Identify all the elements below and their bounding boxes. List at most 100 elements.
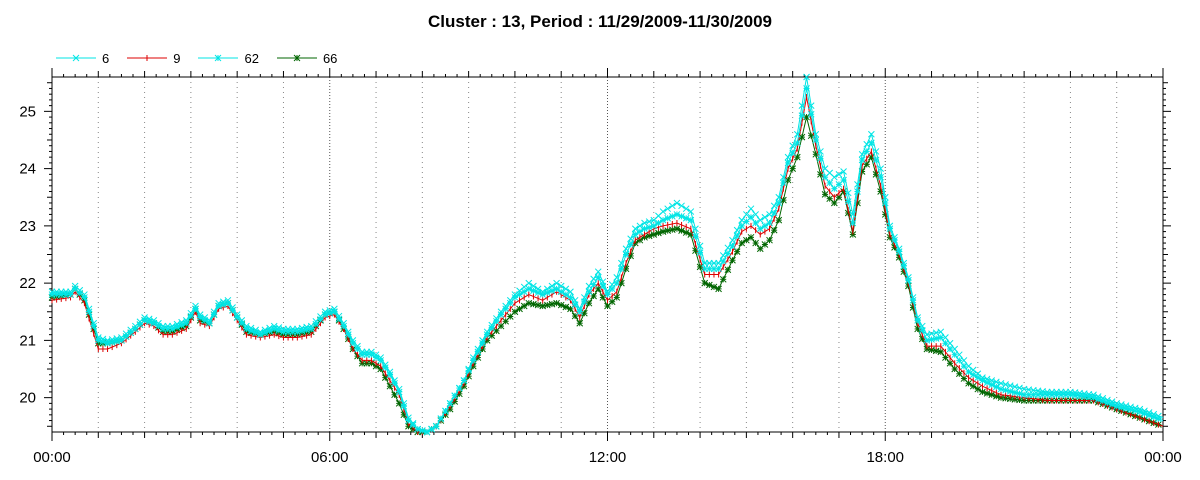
data-point (988, 377, 996, 384)
data-point (914, 314, 922, 321)
data-point (891, 233, 898, 241)
data-point (710, 283, 718, 291)
data-point (585, 299, 593, 307)
data-point (743, 211, 750, 218)
data-point (766, 219, 773, 227)
data-point (895, 245, 903, 253)
data-point (965, 362, 972, 370)
legend-swatch (276, 54, 317, 62)
data-point (761, 213, 769, 221)
data-point (215, 299, 223, 307)
data-point (1016, 384, 1023, 392)
data-point (599, 278, 607, 286)
data-point (1099, 394, 1107, 402)
data-point (881, 193, 889, 201)
data-point (1006, 382, 1014, 389)
data-point (67, 288, 74, 296)
data-point (909, 294, 917, 301)
data-point (178, 318, 185, 326)
data-point (604, 291, 611, 298)
data-point (409, 420, 417, 427)
x-tick-label: 12:00 (589, 449, 627, 466)
data-point (525, 279, 533, 287)
data-point (548, 282, 556, 290)
data-point (650, 231, 658, 238)
data-point (789, 165, 797, 172)
data-point (511, 291, 519, 298)
data-point (331, 305, 338, 313)
data-point (849, 219, 857, 227)
legend-label: 6 (102, 50, 110, 66)
data-point (349, 337, 357, 344)
data-point (900, 259, 908, 267)
data-point (983, 389, 991, 397)
data-point (664, 205, 672, 213)
data-point (395, 388, 403, 396)
data-point (340, 322, 347, 330)
data-point (520, 283, 528, 291)
data-point (756, 216, 764, 224)
data-point (965, 379, 972, 387)
y-tick-label: 20 (19, 390, 36, 407)
data-point (608, 281, 616, 288)
data-point (752, 219, 759, 227)
data-point (261, 326, 269, 334)
legend-marker (72, 54, 80, 62)
data-point (854, 181, 861, 188)
data-point (946, 339, 954, 347)
data-point (67, 291, 74, 298)
legend-swatch (198, 54, 239, 62)
data-point (775, 193, 783, 201)
legend-item-6: 6 (56, 51, 109, 66)
data-point (766, 211, 773, 218)
data-point (604, 288, 611, 296)
data-point (1155, 412, 1162, 420)
data-point (1108, 398, 1116, 406)
data-point (414, 425, 422, 433)
y-tick-label: 24 (19, 161, 36, 178)
data-point (955, 351, 963, 359)
data-point (437, 415, 445, 422)
data-point (817, 148, 824, 155)
data-point (738, 239, 746, 247)
data-point (743, 218, 750, 225)
data-point (530, 282, 537, 290)
data-point (210, 308, 218, 316)
data-point (1145, 409, 1153, 416)
data-point (562, 291, 570, 298)
data-point (937, 348, 945, 356)
data-point (668, 202, 676, 210)
data-point (770, 226, 778, 234)
data-point (99, 335, 107, 343)
data-point (141, 314, 148, 321)
data-point (719, 252, 727, 259)
data-point (266, 324, 273, 332)
data-point (141, 316, 148, 324)
legend-label: 9 (173, 50, 181, 66)
data-point (118, 337, 125, 344)
data-point (747, 233, 755, 241)
data-point (567, 288, 574, 296)
data-point (368, 348, 375, 356)
data-point (678, 202, 685, 210)
data-point (789, 142, 797, 150)
y-tick-label: 23 (19, 218, 36, 235)
data-point (844, 189, 852, 197)
data-point (506, 296, 514, 304)
data-point (613, 294, 621, 301)
data-point (349, 339, 357, 347)
data-point (1136, 405, 1144, 413)
data-point (381, 361, 389, 369)
data-point (854, 188, 861, 195)
data-point (798, 102, 806, 109)
data-point (90, 319, 98, 327)
data-point (997, 379, 1005, 387)
data-point (118, 334, 125, 341)
data-point (645, 232, 653, 240)
data-point (585, 282, 593, 290)
data-point (770, 209, 778, 217)
data-point (835, 170, 843, 178)
data-point (493, 315, 500, 322)
data-point (400, 400, 408, 407)
data-point (187, 309, 195, 317)
